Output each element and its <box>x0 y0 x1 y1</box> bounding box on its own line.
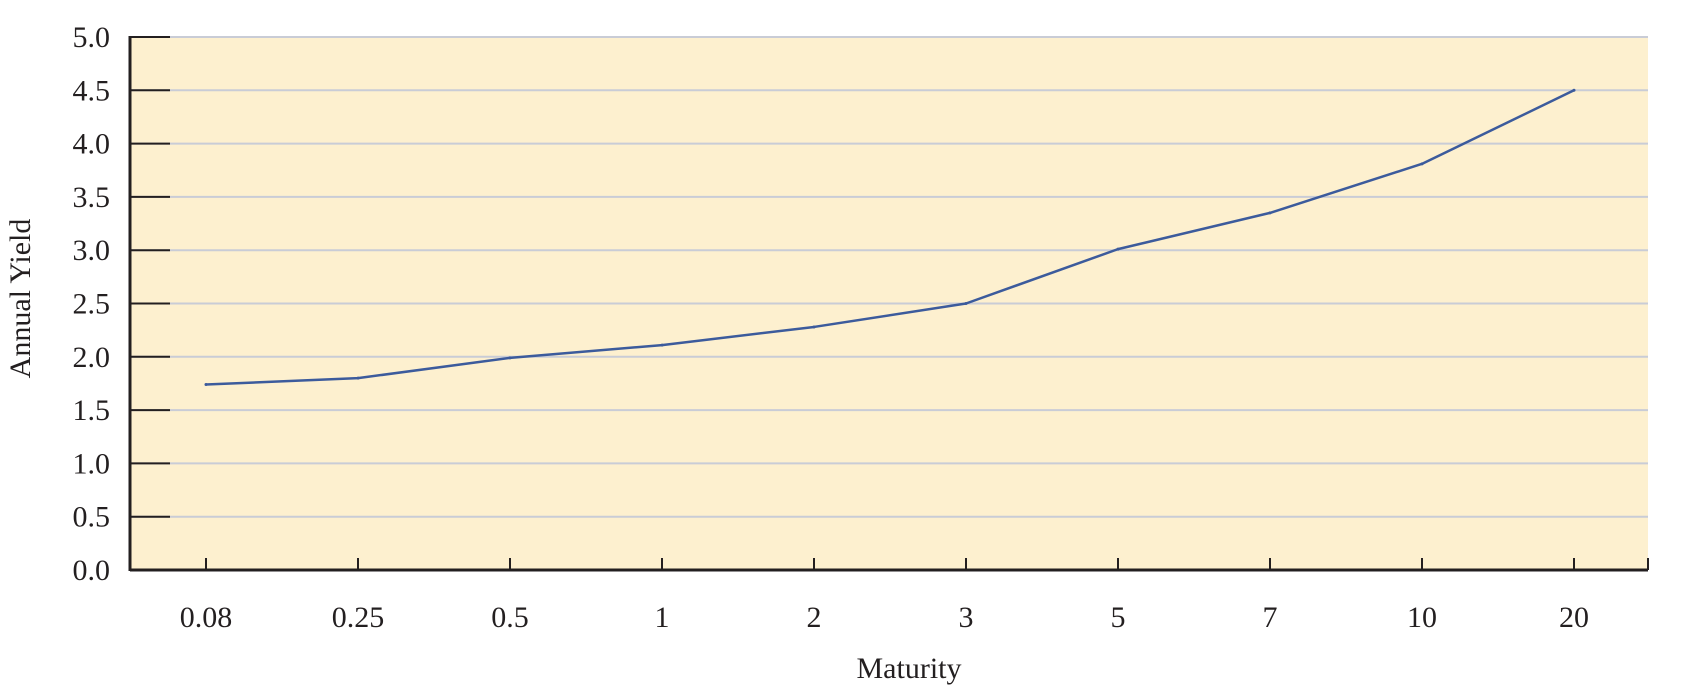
x-axis-title: Maturity <box>857 652 962 685</box>
y-tick-label: 4.5 <box>73 74 111 107</box>
y-tick-label: 1.0 <box>73 447 111 480</box>
y-tick-label: 3.0 <box>73 234 111 267</box>
gridlines <box>130 36 1648 518</box>
data-point <box>964 302 968 305</box>
data-point <box>204 383 208 387</box>
x-tick-label: 7 <box>1263 601 1278 634</box>
y-tick-label: 4.0 <box>73 128 111 161</box>
x-tick-label: 0.08 <box>180 601 233 634</box>
data-point <box>812 325 816 329</box>
y-axis-title: Annual Yield <box>4 219 37 379</box>
x-tick-label: 5 <box>1111 601 1126 634</box>
x-tick-label: 20 <box>1559 601 1589 634</box>
y-tick-label: 0.5 <box>73 501 111 534</box>
ticks: 0.0 0.5 1.0 1.5 2.0 2.5 3.0 3.5 4.0 4.5 5.0 0.08 0.2… <box>73 21 1590 634</box>
data-point <box>1572 88 1576 92</box>
data-point <box>508 356 512 360</box>
series-line <box>204 89 1576 386</box>
data-point <box>1116 247 1120 251</box>
x-tick-label: 0.25 <box>332 601 385 634</box>
x-tick-label: 3 <box>959 601 974 634</box>
x-tick-label: 2 <box>807 601 822 634</box>
y-tick-label: 5.0 <box>73 21 111 54</box>
data-point <box>1268 211 1272 215</box>
y-tick-label: 2.5 <box>73 288 111 321</box>
data-point <box>356 376 360 380</box>
x-tick-label: 1 <box>655 601 670 634</box>
y-tick-label: 0.0 <box>73 554 111 587</box>
y-tick-label: 2.0 <box>73 341 111 374</box>
data-point <box>1420 162 1424 166</box>
y-tick-label: 3.5 <box>73 181 111 214</box>
x-tick-label: 10 <box>1407 601 1437 634</box>
x-tick-label: 0.5 <box>491 601 529 634</box>
data-point <box>660 343 664 347</box>
y-tick-label: 1.5 <box>73 394 111 427</box>
series-layer <box>204 88 1576 387</box>
